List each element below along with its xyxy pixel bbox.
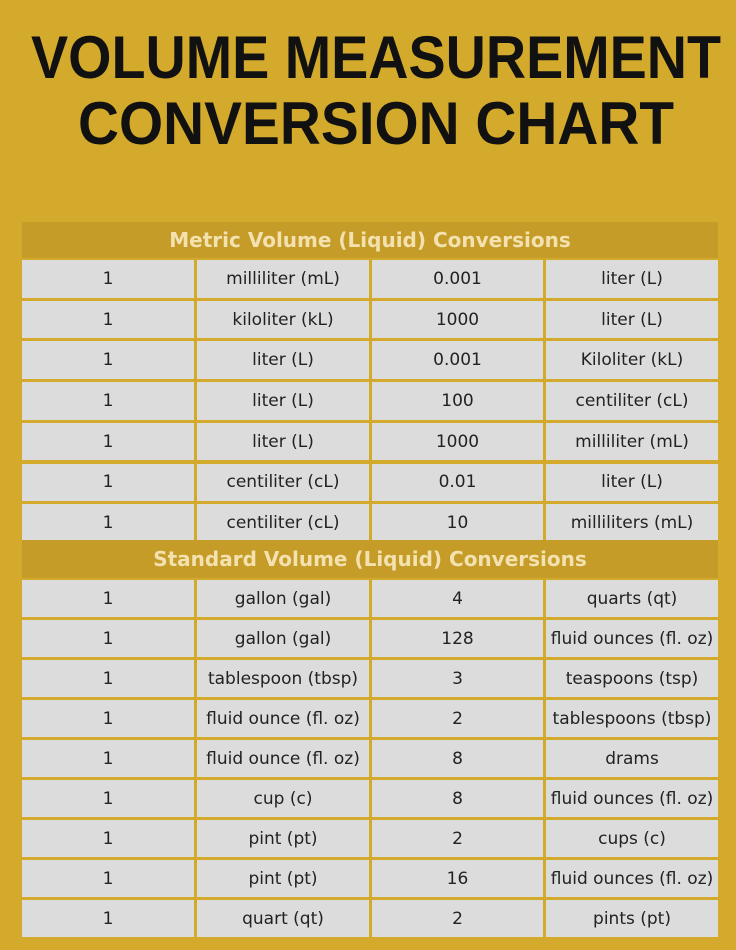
table-cell: quarts (qt) [546, 580, 718, 617]
table-cell: cups (c) [546, 820, 718, 857]
table-cell: liter (L) [197, 382, 369, 420]
table-cell: 10 [372, 504, 543, 542]
table-cell: centiliter (cL) [546, 382, 718, 420]
table-cell: milliliter (mL) [197, 260, 369, 298]
table-cell: 1 [22, 740, 194, 777]
table-cell: 1000 [372, 422, 543, 461]
table-cell: 1 [22, 620, 194, 657]
table-cell: 4 [372, 580, 543, 617]
table-cell: liter (L) [197, 422, 369, 461]
table-cell: tablespoons (tbsp) [546, 700, 718, 737]
table-cell: 1 [22, 260, 194, 298]
table-cell: liter (L) [546, 260, 718, 298]
section-header: Standard Volume (Liquid) Conversions [22, 540, 718, 578]
table-cell: 2 [372, 820, 543, 857]
table-cell: 2 [372, 900, 543, 937]
table-cell: 16 [372, 860, 543, 897]
table-cell: 0.001 [372, 260, 543, 298]
table-cell: fluid ounces (fl. oz) [546, 860, 718, 897]
table-cell: milliliters (mL) [546, 504, 718, 542]
table-cell: 0.01 [372, 463, 543, 502]
table-cell: 3 [372, 660, 543, 697]
table-cell: 8 [372, 740, 543, 777]
table-cell: pint (pt) [197, 820, 369, 857]
table-cell: 1 [22, 382, 194, 420]
table-cell: 1 [22, 422, 194, 461]
table-cell: 1 [22, 820, 194, 857]
table-cell: 1 [22, 780, 194, 817]
table-cell: 1 [22, 860, 194, 897]
table-cell: 1 [22, 660, 194, 697]
title-block: VOLUME MEASUREMENT CONVERSION CHART [31, 24, 721, 157]
table-cell: 1 [22, 900, 194, 937]
table-cell: 128 [372, 620, 543, 657]
table-cell: 2 [372, 700, 543, 737]
table-cell: teaspoons (tsp) [546, 660, 718, 697]
table-cell: drams [546, 740, 718, 777]
table-cell: liter (L) [546, 300, 718, 339]
table-cell: gallon (gal) [197, 620, 369, 657]
table-cell: milliliter (mL) [546, 422, 718, 461]
table-cell: fluid ounce (fl. oz) [197, 700, 369, 737]
table-cell: kiloliter (kL) [197, 300, 369, 339]
section-header: Metric Volume (Liquid) Conversions [22, 222, 718, 258]
table-cell: liter (L) [197, 341, 369, 380]
table-cell: liter (L) [546, 463, 718, 502]
table-cell: 1000 [372, 300, 543, 339]
table-cell: 1 [22, 504, 194, 542]
table-cell: fluid ounces (fl. oz) [546, 620, 718, 657]
table-cell: gallon (gal) [197, 580, 369, 617]
table-cell: Kiloliter (kL) [546, 341, 718, 380]
table-cell: 1 [22, 463, 194, 502]
table-cell: 1 [22, 580, 194, 617]
table-cell: 1 [22, 300, 194, 339]
table-cell: centiliter (cL) [197, 504, 369, 542]
table-cell: pint (pt) [197, 860, 369, 897]
table-cell: tablespoon (tbsp) [197, 660, 369, 697]
table-cell: 100 [372, 382, 543, 420]
table-cell: 0.001 [372, 341, 543, 380]
table-cell: fluid ounce (fl. oz) [197, 740, 369, 777]
table-cell: pints (pt) [546, 900, 718, 937]
table-cell: 8 [372, 780, 543, 817]
table-cell: cup (c) [197, 780, 369, 817]
table-cell: 1 [22, 700, 194, 737]
table-cell: 1 [22, 341, 194, 380]
title-line: CONVERSION CHART [78, 90, 674, 157]
table-cell: centiliter (cL) [197, 463, 369, 502]
table-cell: quart (qt) [197, 900, 369, 937]
title-line: VOLUME MEASUREMENT [31, 24, 721, 91]
table-cell: fluid ounces (fl. oz) [546, 780, 718, 817]
